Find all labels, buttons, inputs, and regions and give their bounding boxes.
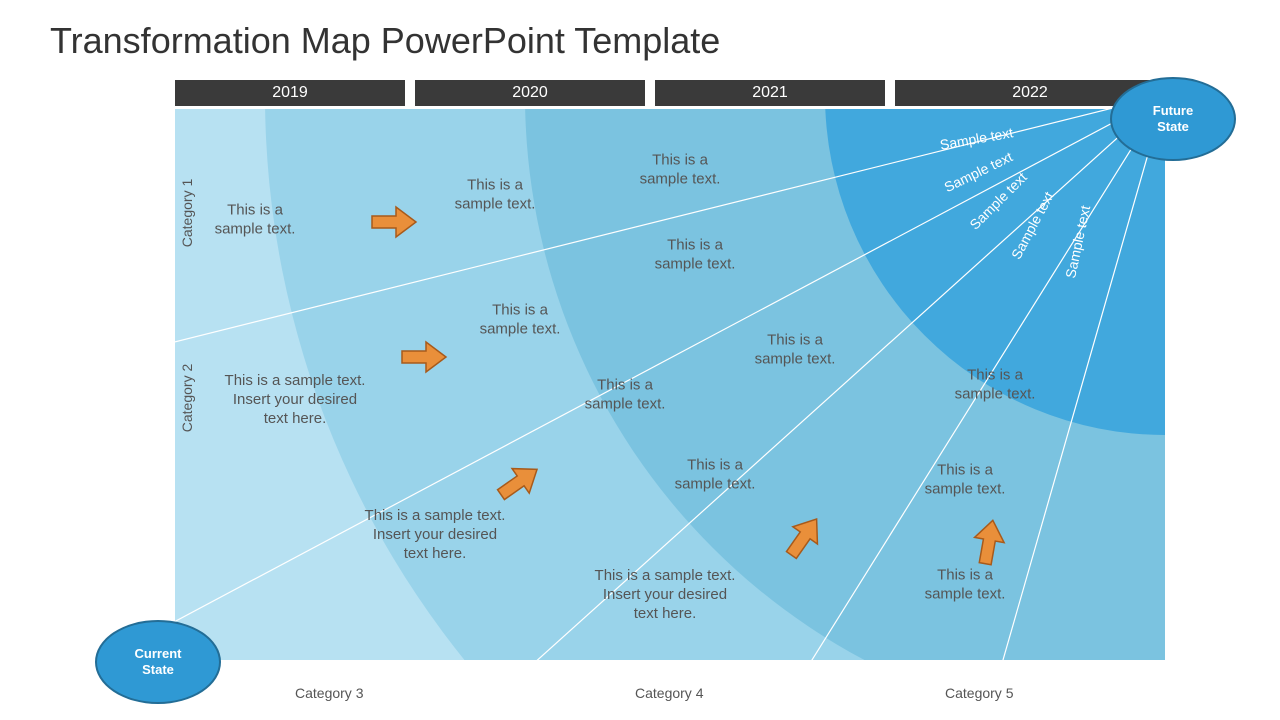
cell-text-6: This is asample text. <box>535 376 715 414</box>
cell-text-5: This is a sample text.Insert your desire… <box>205 372 385 428</box>
cell-text-8: This is asample text. <box>905 366 1085 404</box>
category-left-2: Category 2 <box>179 364 195 432</box>
cell-text-9: This is asample text. <box>625 456 805 494</box>
category-bottom-5: Category 5 <box>945 685 1013 701</box>
transformation-map: 2019202020212022 Category 1Category 2 Ca… <box>175 95 1165 660</box>
category-bottom-4: Category 4 <box>635 685 703 701</box>
cell-text-11: This is a sample text.Insert your desire… <box>345 507 525 563</box>
cell-text-1: This is asample text. <box>405 176 585 214</box>
arrow-icon <box>400 340 448 374</box>
category-bottom-3: Category 3 <box>295 685 363 701</box>
cell-text-4: This is asample text. <box>430 301 610 339</box>
year-tab-2020: 2020 <box>415 80 645 106</box>
year-tab-2019: 2019 <box>175 80 405 106</box>
cell-text-3: This is asample text. <box>605 236 785 274</box>
cell-text-0: This is asample text. <box>165 201 345 239</box>
future-state-badge: FutureState <box>1110 77 1236 161</box>
arrow-icon <box>370 205 418 239</box>
cell-text-10: This is asample text. <box>875 461 1055 499</box>
year-tab-2021: 2021 <box>655 80 885 106</box>
cell-text-13: This is asample text. <box>875 566 1055 604</box>
cell-text-7: This is asample text. <box>705 331 885 369</box>
cell-text-2: This is asample text. <box>590 151 770 189</box>
page-title: Transformation Map PowerPoint Template <box>50 20 720 62</box>
current-state-badge: CurrentState <box>95 620 221 704</box>
cell-text-12: This is a sample text.Insert your desire… <box>575 567 755 623</box>
